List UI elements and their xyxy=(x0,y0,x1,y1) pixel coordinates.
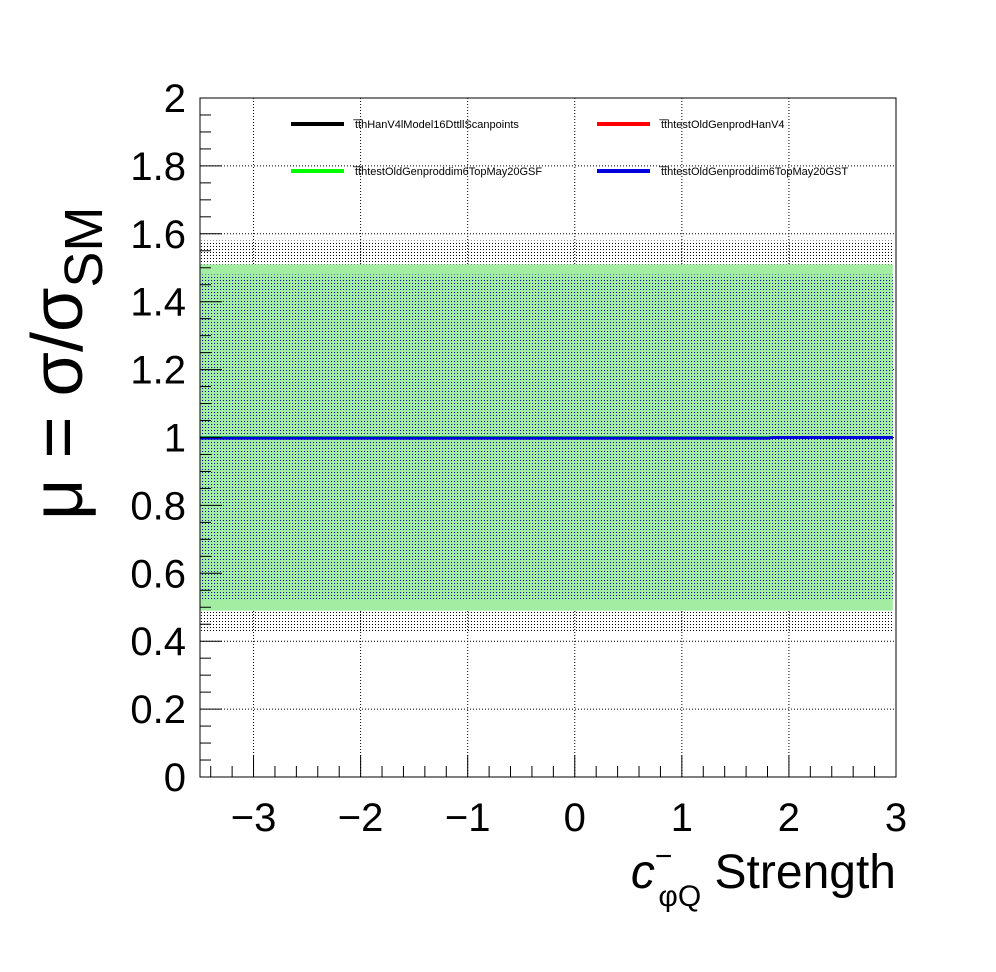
legend-label-2: t̅t̅htestOldGenprodHanV4 xyxy=(658,119,784,131)
x-tick-label: −1 xyxy=(445,796,491,840)
y-tick-label: 0.2 xyxy=(130,688,186,732)
y-axis-title-subscript: SM xyxy=(54,207,114,288)
legend-label-3: t̅t̅htestOldGenproddim6TopMay20GSF xyxy=(352,166,542,178)
y-tick-label: 1 xyxy=(164,417,186,461)
y-tick-label: 2 xyxy=(164,77,186,121)
x-tick-label: 2 xyxy=(778,796,800,840)
y-tick-label: 0.4 xyxy=(130,620,186,664)
x-tick-label: 0 xyxy=(564,796,586,840)
y-axis-title: μ = σ/σSM xyxy=(18,207,114,520)
legend-label-4: t̅t̅htestOldGenproddim6TopMay20GST xyxy=(658,166,848,178)
series-line-4 xyxy=(200,436,893,440)
x-axis-title-subscript: φQ xyxy=(658,880,701,913)
x-tick-label: −3 xyxy=(231,796,277,840)
y-tick-label: 1.8 xyxy=(130,145,186,189)
y-axis-title-main: μ = σ/σ xyxy=(18,288,98,520)
y-tick-label: 0 xyxy=(164,756,186,800)
legend: t̅t̅hHanV4lModel16DttllScanpoints t̅t̅hte… xyxy=(291,119,848,178)
x-tick-label: 3 xyxy=(885,796,907,840)
x-axis-title-superscript: − xyxy=(655,840,673,873)
y-tick-label: 1.6 xyxy=(130,213,186,257)
x-axis-title-suffix: Strength xyxy=(701,846,896,899)
series-lines xyxy=(200,436,893,440)
y-tick-label: 0.8 xyxy=(130,484,186,528)
x-tick-label: 1 xyxy=(671,796,693,840)
legend-label-1: t̅t̅hHanV4lModel16DttllScanpoints xyxy=(352,119,519,131)
x-axis-title: c− φQ Strength xyxy=(631,840,896,913)
uncertainty-bands xyxy=(200,240,893,632)
y-tick-label: 1.2 xyxy=(130,349,186,393)
y-tick-label: 1.4 xyxy=(130,281,186,325)
x-axis-title-symbol: c xyxy=(631,846,655,899)
x-tick-label: −2 xyxy=(338,796,384,840)
y-tick-label: 0.6 xyxy=(130,552,186,596)
axis-ticks: −3 −2 −1 0 1 2 3 0 0.2 0.4 0.6 0.8 1 1.2 1.4 1.6 1.8 2 xyxy=(130,77,907,840)
